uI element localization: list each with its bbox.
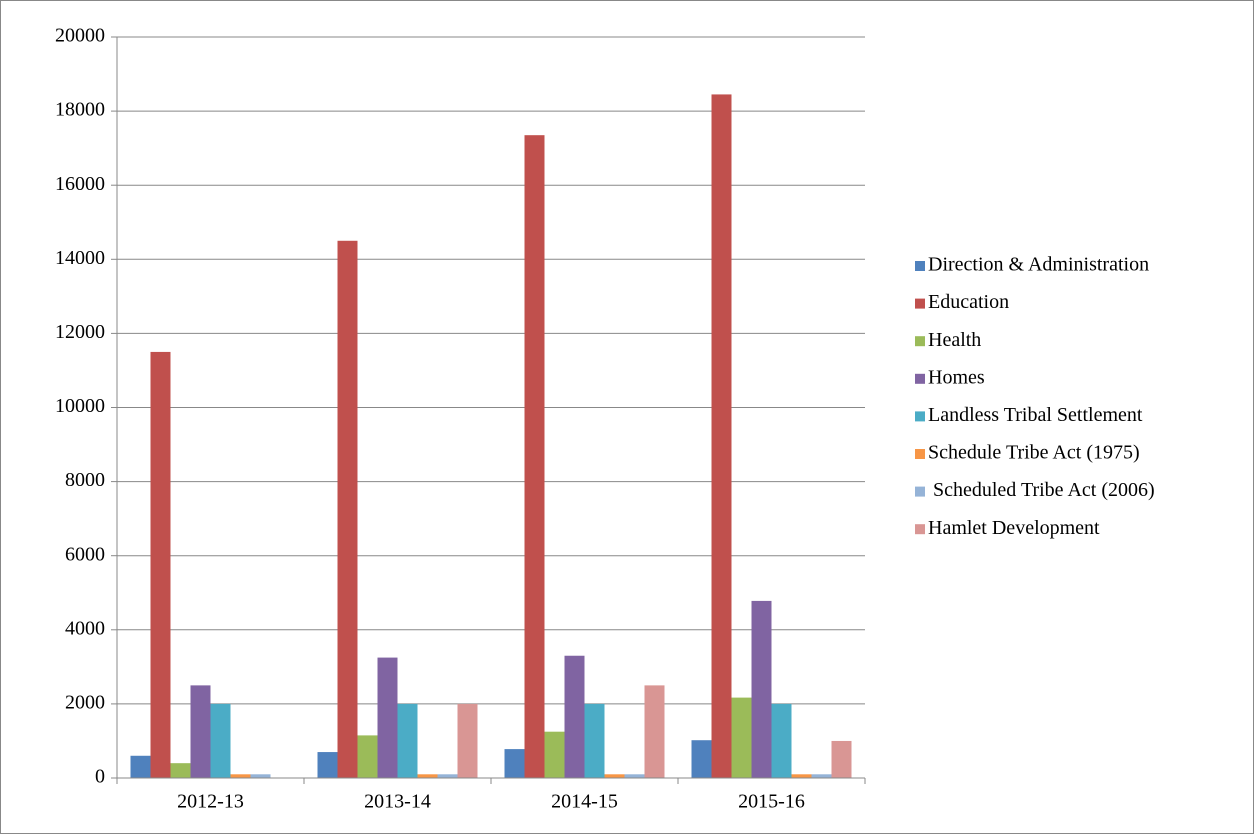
bar [711, 94, 732, 779]
y-tick-label: 16000 [55, 173, 105, 195]
bar [771, 703, 792, 778]
bar [437, 774, 458, 778]
bar [337, 240, 358, 778]
legend-label: Direction & Administration [928, 254, 1149, 276]
bar [457, 703, 478, 778]
legend-label: Scheduled Tribe Act (2006) [928, 479, 1155, 501]
bar [624, 774, 645, 778]
x-tick-label: 2014-15 [551, 791, 618, 813]
legend-label: Health [928, 329, 981, 351]
y-tick-label: 4000 [65, 617, 105, 639]
bar [544, 731, 565, 778]
y-tick-label: 10000 [55, 395, 105, 417]
y-tick-label: 18000 [55, 99, 105, 121]
bar [357, 735, 378, 778]
bar [791, 774, 812, 778]
y-tick-label: 8000 [65, 469, 105, 491]
legend-label: Schedule Tribe Act (1975) [928, 442, 1140, 464]
bar [190, 685, 211, 778]
x-tick-label: 2013-14 [364, 791, 431, 813]
bar [230, 774, 251, 778]
y-tick-label: 6000 [65, 543, 105, 565]
bar [150, 351, 171, 778]
bar [397, 703, 418, 778]
bar [751, 600, 772, 778]
bar [831, 740, 852, 778]
y-tick-label: 12000 [55, 321, 105, 343]
y-tick-label: 2000 [65, 691, 105, 713]
bar [524, 135, 545, 778]
legend-swatch [915, 336, 925, 347]
bar [604, 774, 625, 778]
legend-swatch [915, 449, 925, 459]
bar [584, 703, 605, 778]
x-tick-label: 2015-16 [738, 791, 805, 813]
bar [504, 749, 525, 778]
legend-label: Education [928, 291, 1009, 313]
bar [170, 763, 191, 778]
bar [417, 774, 438, 778]
legend-swatch [915, 298, 925, 309]
bar [731, 697, 752, 778]
legend-swatch [915, 486, 925, 497]
bar [691, 740, 712, 778]
bar [250, 774, 271, 778]
bar [564, 655, 585, 778]
legend-label: Hamlet Development [928, 517, 1100, 539]
legend-label: Landless Tribal Settlement [928, 404, 1143, 426]
bar [811, 774, 832, 778]
bar [317, 752, 338, 778]
bar [130, 755, 151, 778]
bar [377, 657, 398, 778]
legend-swatch [915, 411, 925, 422]
y-tick-label: 0 [95, 766, 105, 788]
y-tick-label: 14000 [55, 247, 105, 269]
legend-swatch [915, 261, 925, 271]
x-tick-label: 2012-13 [177, 791, 244, 813]
legend-swatch [915, 373, 925, 384]
y-tick-label: 20000 [55, 25, 105, 47]
bar [644, 685, 665, 778]
bar [210, 703, 231, 778]
legend-label: Homes [928, 366, 985, 388]
legend-swatch [915, 524, 925, 535]
